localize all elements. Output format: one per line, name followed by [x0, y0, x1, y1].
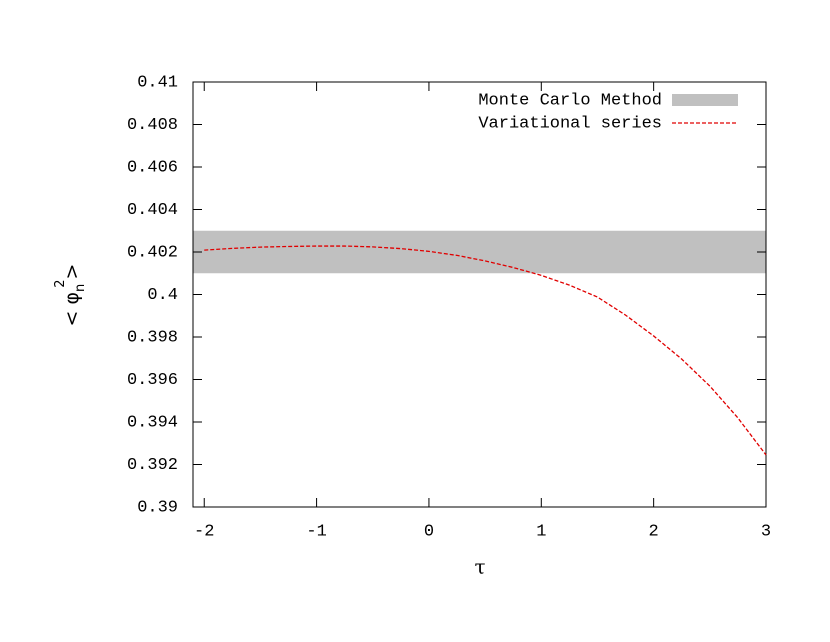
- x-tick-label: 2: [649, 522, 659, 541]
- y-tick-label: 0.39: [137, 498, 178, 517]
- y-tick-label: 0.402: [127, 243, 178, 262]
- legend-label: Variational series: [478, 114, 662, 133]
- plot-frame: [192, 81, 767, 508]
- y-axis-label: < φn2>: [53, 264, 88, 327]
- legend-label: Monte Carlo Method: [478, 91, 662, 110]
- y-tick-label: 0.396: [127, 371, 178, 390]
- y-tick-label: 0.394: [127, 413, 178, 432]
- y-label-suffix: >: [61, 264, 83, 280]
- x-tick-label: 1: [536, 522, 546, 541]
- x-tick-label: -1: [306, 522, 326, 541]
- y-tick-label: 0.41: [137, 73, 178, 92]
- y-tick-label: 0.392: [127, 456, 178, 475]
- x-axis-label: τ: [474, 555, 485, 579]
- y-tick-label: 0.406: [127, 158, 178, 177]
- x-tick-label: 3: [761, 522, 771, 541]
- y-tick-label: 0.404: [127, 201, 178, 220]
- y-label-prefix: < φ: [61, 292, 83, 327]
- y-tick-label: 0.408: [127, 116, 178, 135]
- variational-line: [204, 245, 767, 456]
- x-tick-label: 0: [424, 522, 434, 541]
- x-tick-label: -2: [194, 522, 214, 541]
- y-tick-label: 0.4: [147, 286, 178, 305]
- legend-swatch: [672, 94, 738, 106]
- mc-band: [193, 230, 766, 274]
- y-label-subscript: n: [73, 284, 88, 292]
- y-tick-label: 0.398: [127, 328, 178, 347]
- y-label-superscript: 2: [53, 279, 68, 287]
